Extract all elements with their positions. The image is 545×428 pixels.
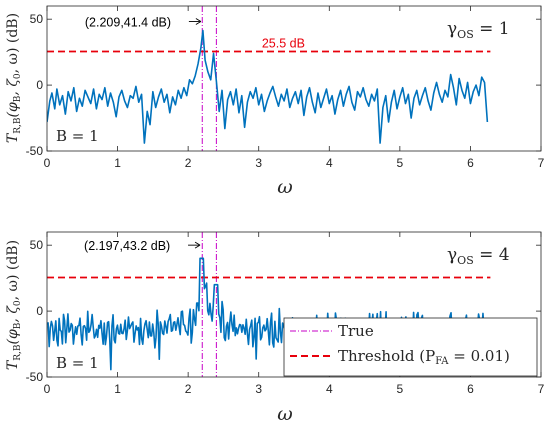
legend-true-label: True (338, 322, 374, 340)
top-gamma-label: γOS = 1 (447, 19, 510, 41)
top-xtick-label: 7 (538, 156, 545, 170)
bottom-b-label: B = 1 (56, 354, 99, 372)
bottom-xtick-label: 6 (467, 382, 474, 396)
top-threshold-label: 25.5 dB (262, 36, 305, 50)
top-xtick-label: 2 (185, 156, 192, 170)
top-xtick-label: 3 (255, 156, 262, 170)
bottom-xtick-label: 3 (255, 382, 262, 396)
bottom-axes-box (46, 231, 542, 378)
top-xtick-label: 0 (44, 156, 51, 170)
bottom-y-axis-label: TR,B(φB, ζ0, ω) (dB) (5, 240, 23, 370)
bottom-xtick-label: 1 (114, 382, 121, 396)
bottom-gamma-label: γOS = 4 (447, 245, 510, 267)
legend-threshold-label: Threshold (PFA = 0.01) (338, 347, 510, 367)
top-xtick-label: 6 (467, 156, 474, 170)
bottom-ytick-label: 50 (30, 238, 44, 252)
top-xtick-label: 4 (326, 156, 333, 170)
top-xtick-label: 1 (114, 156, 121, 170)
bottom-xtick-label: 5 (397, 382, 404, 396)
top-y-axis-label: TR,B(φB, ζ0, ω) (dB) (5, 13, 23, 143)
bottom-peak-annotation: (2.197,43.2 dB) (84, 239, 170, 253)
top-b-label: B = 1 (56, 127, 99, 145)
top-peak-annotation: (2.209,41.4 dB) (85, 16, 171, 30)
bottom-ytick-label: 0 (36, 304, 43, 318)
bottom-xtick-label: 7 (538, 382, 545, 396)
bottom-xtick-label: 0 (44, 382, 51, 396)
top-ytick-label: 50 (30, 12, 44, 26)
top-series-line-0 (47, 29, 489, 144)
top-ytick-label: -50 (26, 144, 44, 158)
top-axes-box (46, 5, 542, 152)
bottom-xtick-label: 2 (185, 382, 192, 396)
top-ytick-label: 0 (36, 78, 43, 92)
bottom-xtick-label: 4 (326, 382, 333, 396)
top-xtick-label: 5 (397, 156, 404, 170)
top-peak-arrowhead (195, 18, 202, 25)
bottom-ytick-label: -50 (26, 370, 44, 384)
bottom-x-axis-label: ω (277, 403, 293, 425)
bottom-peak-arrowhead (194, 241, 201, 249)
legend: True Threshold (PFA = 0.01) (283, 317, 538, 377)
top-x-axis-label: ω (277, 176, 293, 198)
